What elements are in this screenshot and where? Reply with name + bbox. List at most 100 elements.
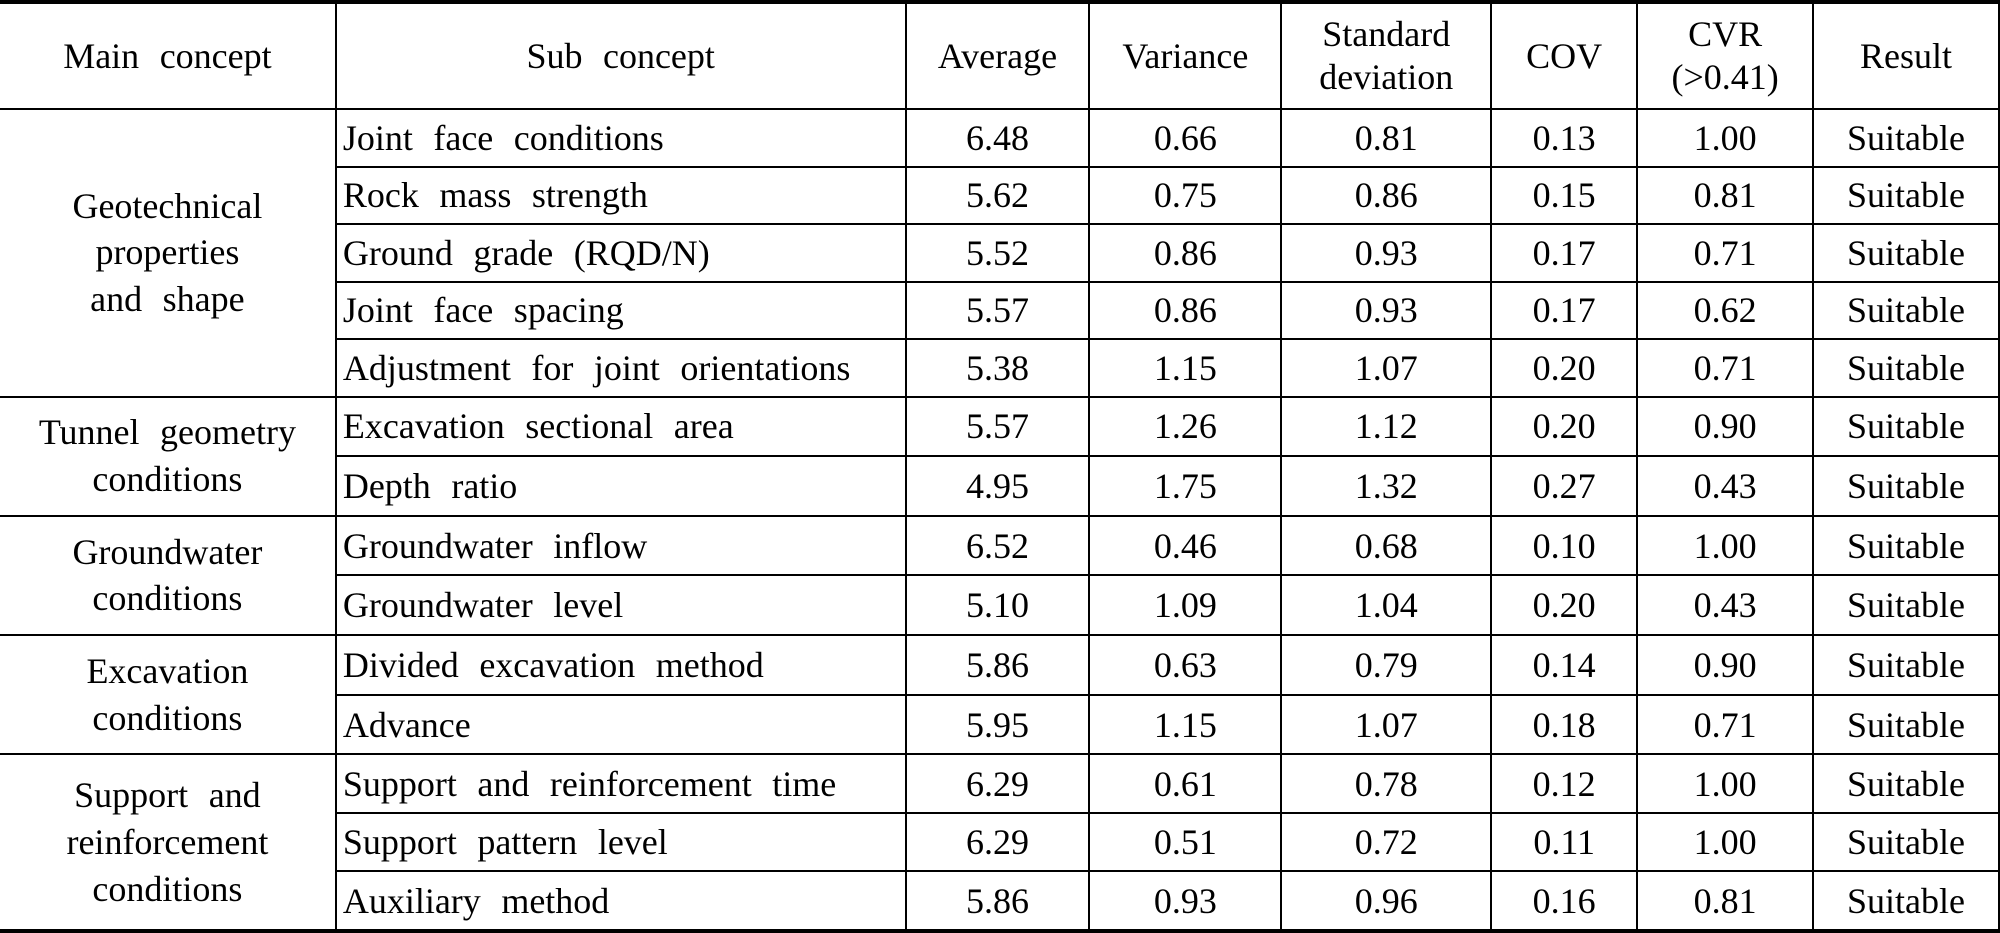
sub-concept-cell: Support pattern level [334, 811, 907, 873]
cvr-cell: 0.62 [1636, 280, 1815, 340]
cov-cell: 0.16 [1490, 870, 1639, 932]
std-dev-cell: 0.72 [1280, 811, 1493, 873]
average-cell: 6.48 [904, 108, 1091, 168]
sub-concept-cell: Advance [334, 693, 907, 756]
table-row: Auxiliary method 5.86 0.93 0.96 0.16 0.8… [0, 870, 2000, 932]
sub-concept-cell: Divided excavation method [334, 634, 907, 696]
sub-concept-cell: Depth ratio [334, 455, 907, 517]
variance-cell: 1.09 [1088, 574, 1283, 637]
result-cell: Suitable [1812, 514, 2000, 577]
table-row: Tunnel geometry conditions Excavation se… [0, 395, 2000, 517]
result-cell: Suitable [1812, 811, 2000, 873]
sub-concept-cell: Auxiliary method [334, 870, 907, 932]
cvr-cell: 1.00 [1636, 514, 1815, 577]
cvr-cell: 1.00 [1636, 811, 1815, 873]
variance-cell: 0.75 [1088, 165, 1283, 225]
result-cell: Suitable [1812, 753, 2000, 814]
std-dev-cell: 1.07 [1280, 338, 1493, 398]
cvr-cell: 0.43 [1636, 574, 1815, 637]
sub-concept-cell: Support and reinforcement time [334, 753, 907, 814]
sub-concept-cell: Excavation sectional area [334, 395, 907, 458]
std-dev-cell: 0.79 [1280, 634, 1493, 696]
variance-cell: 1.75 [1088, 455, 1283, 517]
cov-cell: 0.18 [1490, 693, 1639, 756]
variance-cell: 0.61 [1088, 753, 1283, 814]
variance-cell: 1.15 [1088, 338, 1283, 398]
cov-cell: 0.27 [1490, 455, 1639, 517]
variance-cell: 0.51 [1088, 811, 1283, 873]
cvr-cell: 0.90 [1636, 395, 1815, 458]
col-header-sub-concept: Sub concept [334, 1, 907, 110]
std-dev-cell: 1.12 [1280, 395, 1493, 458]
average-cell: 5.38 [904, 338, 1091, 398]
average-cell: 5.52 [904, 223, 1091, 283]
main-concept-cell: Tunnel geometry conditions [0, 395, 337, 517]
average-cell: 6.29 [904, 753, 1091, 814]
std-dev-cell: 0.93 [1280, 223, 1493, 283]
main-concept-cell: Support and reinforcement conditions [0, 753, 337, 932]
result-cell: Suitable [1812, 634, 2000, 696]
cov-cell: 0.15 [1490, 165, 1639, 225]
std-dev-cell: 0.96 [1280, 870, 1493, 932]
table-row: Support and reinforcement conditions Sup… [0, 753, 2000, 932]
variance-cell: 0.66 [1088, 108, 1283, 168]
cov-cell: 0.20 [1490, 338, 1639, 398]
sub-concept-cell: Groundwater inflow [334, 514, 907, 577]
table-row: Groundwater level 5.10 1.09 1.04 0.20 0.… [0, 574, 2000, 637]
table-row: Adjustment for joint orientations 5.38 1… [0, 338, 2000, 398]
table-row: Excavation conditions Divided excavation… [0, 634, 2000, 756]
std-dev-cell: 0.93 [1280, 280, 1493, 340]
cvr-cell: 0.71 [1636, 693, 1815, 756]
std-dev-cell: 1.04 [1280, 574, 1493, 637]
cvr-cell: 0.81 [1636, 870, 1815, 932]
average-cell: 5.57 [904, 395, 1091, 458]
sub-concept-cell: Rock mass strength [334, 165, 907, 225]
result-cell: Suitable [1812, 338, 2000, 398]
average-cell: 6.29 [904, 811, 1091, 873]
variance-cell: 0.63 [1088, 634, 1283, 696]
average-cell: 5.95 [904, 693, 1091, 756]
variance-cell: 0.46 [1088, 514, 1283, 577]
main-concept-cell: Geotechnical properties and shape [0, 108, 337, 398]
average-cell: 5.86 [904, 870, 1091, 932]
table-row: Depth ratio 4.95 1.75 1.32 0.27 0.43 Sui… [0, 455, 2000, 517]
cov-cell: 0.13 [1490, 108, 1639, 168]
std-dev-cell: 1.07 [1280, 693, 1493, 756]
table-row: Rock mass strength 5.62 0.75 0.86 0.15 0… [0, 165, 2000, 225]
cov-cell: 0.20 [1490, 395, 1639, 458]
average-cell: 5.10 [904, 574, 1091, 637]
col-header-cov: COV [1490, 1, 1639, 110]
cvr-cell: 0.90 [1636, 634, 1815, 696]
sub-concept-cell: Adjustment for joint orientations [334, 338, 907, 398]
sub-concept-cell: Groundwater level [334, 574, 907, 637]
result-cell: Suitable [1812, 108, 2000, 168]
result-cell: Suitable [1812, 280, 2000, 340]
table-row: Groundwater conditions Groundwater inflo… [0, 514, 2000, 637]
col-header-variance: Variance [1088, 1, 1283, 110]
cvr-cell: 1.00 [1636, 108, 1815, 168]
std-dev-cell: 0.68 [1280, 514, 1493, 577]
table-row: Support pattern level 6.29 0.51 0.72 0.1… [0, 811, 2000, 873]
std-dev-cell: 0.86 [1280, 165, 1493, 225]
result-cell: Suitable [1812, 574, 2000, 637]
average-cell: 5.57 [904, 280, 1091, 340]
cvr-cell: 0.81 [1636, 165, 1815, 225]
table-row: Advance 5.95 1.15 1.07 0.18 0.71 Suitabl… [0, 693, 2000, 756]
variance-cell: 0.86 [1088, 280, 1283, 340]
cov-cell: 0.10 [1490, 514, 1639, 577]
cov-cell: 0.12 [1490, 753, 1639, 814]
sub-concept-cell: Joint face spacing [334, 280, 907, 340]
result-cell: Suitable [1812, 165, 2000, 225]
col-header-standard-deviation: Standard deviation [1280, 1, 1493, 110]
main-concept-cell: Excavation conditions [0, 634, 337, 756]
table-row: Ground grade (RQD/N) 5.52 0.86 0.93 0.17… [0, 223, 2000, 283]
result-cell: Suitable [1812, 455, 2000, 517]
variance-cell: 0.86 [1088, 223, 1283, 283]
sub-concept-cell: Joint face conditions [334, 108, 907, 168]
std-dev-cell: 1.32 [1280, 455, 1493, 517]
col-header-result: Result [1812, 1, 2000, 110]
result-cell: Suitable [1812, 395, 2000, 458]
header-row: Main concept Sub concept Average Varianc… [0, 1, 2000, 110]
variance-cell: 1.26 [1088, 395, 1283, 458]
